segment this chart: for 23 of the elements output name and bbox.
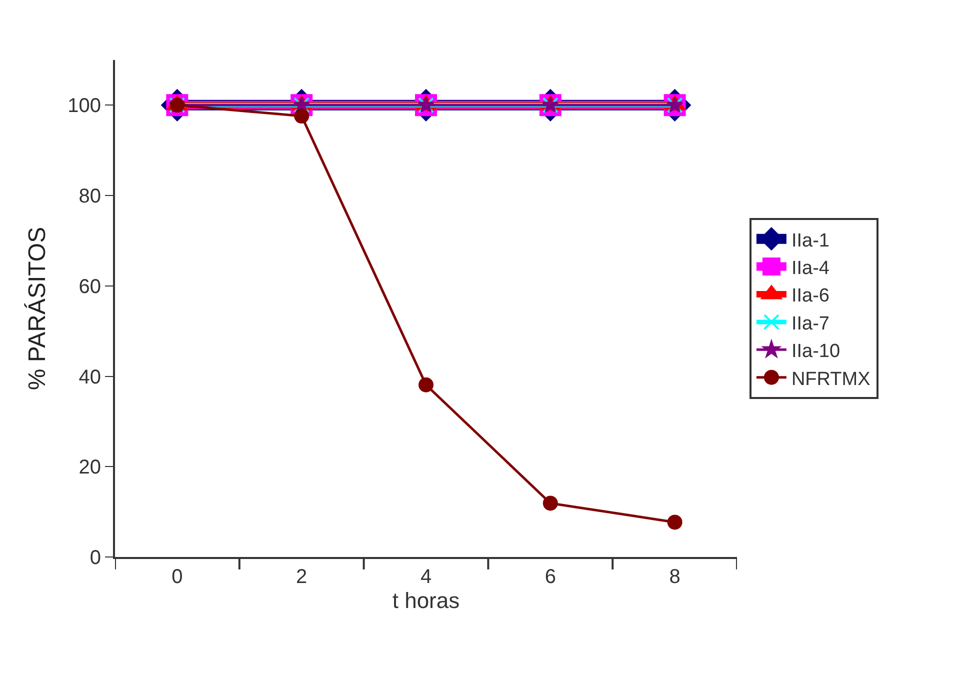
y-axis-title: % PARÁSITOS: [24, 226, 52, 390]
y-tick-label: 20: [78, 456, 101, 479]
legend-label: IIa-10: [791, 341, 840, 362]
point: [294, 108, 310, 124]
legend-label: IIa-4: [791, 258, 830, 279]
legend-label: IIa-7: [791, 313, 830, 334]
x-tick-label: 6: [544, 566, 556, 588]
point: [542, 496, 558, 511]
legend-label: IIa-6: [791, 286, 830, 307]
point: [418, 377, 434, 392]
x-tick-label: 2: [296, 566, 308, 588]
y-tick-label: 40: [78, 366, 101, 388]
legend-label: IIa-1: [791, 230, 830, 252]
y-tick-label: 80: [78, 186, 101, 208]
x-axis-title: t horas: [392, 588, 460, 613]
y-tick-label: 100: [68, 95, 101, 118]
x-tick-label: 0: [172, 566, 183, 588]
legend-label: NFRTMX: [791, 368, 871, 390]
x-tick-label: 8: [669, 566, 680, 588]
point: [667, 514, 682, 530]
y-tick-label: 0: [90, 547, 101, 569]
y-tick-label: 60: [78, 276, 101, 298]
x-tick-label: 4: [420, 566, 432, 588]
